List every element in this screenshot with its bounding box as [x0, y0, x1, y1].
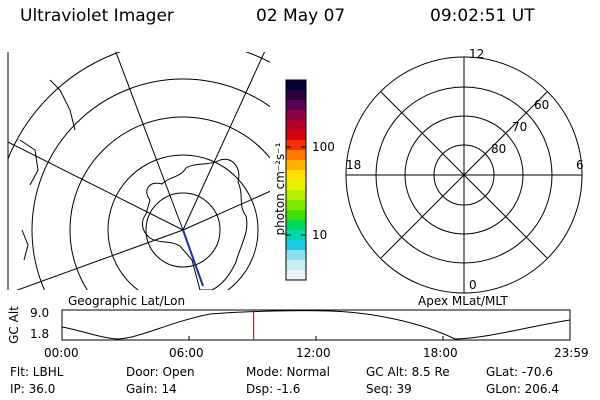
info-glon: GLon: 206.4: [486, 382, 559, 396]
xtick-2359: 23:59: [554, 346, 589, 360]
colorbar-band: [286, 80, 306, 91]
mlt-label-18: 18: [346, 158, 362, 172]
app-title: Ultraviolet Imager: [20, 6, 174, 26]
info-ip: IP: 36.0: [10, 382, 56, 396]
date-label: 02 May 07: [256, 6, 346, 26]
mlt-label-6: 6: [576, 158, 584, 172]
altitude-ytick-low: 1.8: [30, 327, 50, 341]
time-label: 09:02:51 UT: [430, 6, 535, 26]
colorbar: [286, 80, 306, 281]
info-flt: Flt: LBHL: [10, 365, 64, 379]
colorbar-band: [286, 90, 306, 101]
apex-label: Apex MLat/MLT: [418, 294, 508, 308]
colorbar-band: [286, 100, 306, 111]
colorbar-band: [286, 190, 306, 201]
xtick-1800: 18:00: [423, 346, 458, 360]
colorbar-band: [286, 240, 306, 251]
altitude-ytick-high: 9.0: [30, 306, 50, 320]
colorbar-band: [286, 260, 306, 271]
info-seq: Seq: 39: [366, 382, 412, 396]
lat-label-60: 60: [534, 98, 550, 112]
info-glat: GLat: -70.6: [486, 365, 553, 379]
colorbar-band: [286, 170, 306, 181]
geographic-label: Geographic Lat/Lon: [68, 294, 186, 308]
colorbar-band: [286, 200, 306, 211]
colorbar-band: [286, 160, 306, 171]
colorbar-band: [286, 110, 306, 121]
colorbar-band: [286, 180, 306, 191]
colorbar-band: [286, 230, 306, 241]
colorbar-label: photon cm⁻²s⁻¹: [273, 142, 287, 236]
xtick-1200: 12:00: [296, 346, 331, 360]
info-gain: Gain: 14: [126, 382, 177, 396]
xtick-0600: 06:00: [169, 346, 204, 360]
colorbar-tick-10: 10: [312, 228, 328, 242]
altitude-ylabel: GC Alt: [7, 306, 21, 344]
colorbar-band: [286, 270, 306, 281]
xtick-0000: 00:00: [44, 346, 79, 360]
colorbar-band: [286, 250, 306, 261]
info-door: Door: Open: [126, 365, 195, 379]
colorbar-band: [286, 150, 306, 161]
mlt-label-0: 0: [469, 278, 477, 292]
mlt-label-12: 12: [469, 47, 485, 61]
coastline: [142, 158, 248, 290]
info-mode: Mode: Normal: [246, 365, 330, 379]
info-gcalt: GC Alt: 8.5 Re: [366, 365, 450, 379]
lat-label-70: 70: [512, 120, 528, 134]
colorbar-band: [286, 210, 306, 221]
lat-label-80: 80: [491, 142, 507, 156]
colorbar-band: [286, 130, 306, 141]
colorbar-band: [286, 140, 306, 151]
info-dsp: Dsp: -1.6: [246, 382, 301, 396]
geographic-map: [8, 52, 270, 290]
colorbar-band: [286, 220, 306, 231]
altitude-plot: [61, 309, 571, 341]
polar-plot: [345, 56, 583, 294]
colorbar-band: [286, 120, 306, 131]
colorbar-tick-100: 100: [312, 140, 335, 154]
